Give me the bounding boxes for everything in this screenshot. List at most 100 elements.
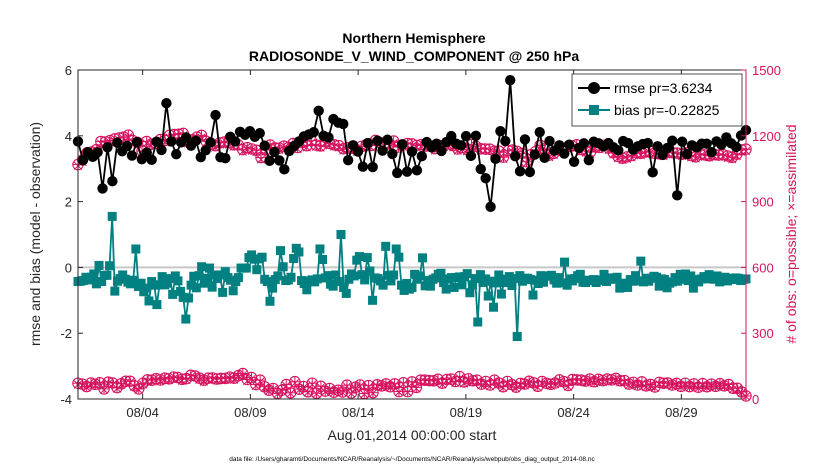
obs-assimilated-point	[303, 388, 313, 397]
obs-assimilated-point	[195, 375, 204, 384]
y-axis-label-right: # of obs: o=possible; ×=assimilated	[783, 124, 799, 343]
bias-point	[202, 273, 212, 283]
bias-point	[512, 331, 522, 341]
rmse-point	[382, 134, 393, 145]
rmse-point	[387, 148, 398, 160]
bias-point	[265, 296, 275, 306]
bias-point	[515, 271, 525, 281]
bias-point	[652, 272, 662, 282]
x-tick-label: 08/29	[665, 405, 698, 420]
y-tick-label-right: 1200	[752, 129, 781, 144]
obs-assimilated-point	[446, 376, 456, 385]
obs-assimilated-point	[182, 375, 191, 385]
bias-point	[420, 281, 430, 291]
bias-point	[504, 272, 514, 282]
obs-assimilated-point	[477, 381, 486, 390]
rmse-point	[647, 167, 658, 178]
obs-assimilated-point	[381, 381, 391, 390]
bias-point	[686, 271, 696, 281]
bias-point	[226, 275, 236, 285]
bias-point	[425, 281, 435, 291]
bias-point	[494, 270, 504, 280]
bias-point	[628, 276, 638, 286]
bias-point	[189, 271, 199, 281]
bias-point	[218, 287, 228, 297]
obs-assimilated-point	[702, 383, 712, 392]
rmse-point	[146, 154, 157, 166]
bias-point	[344, 274, 354, 284]
bias-point	[712, 271, 722, 281]
bias-point	[228, 286, 238, 296]
obs-assimilated-point	[676, 383, 686, 392]
bias-point	[276, 246, 285, 256]
obs-assimilated-point	[459, 379, 469, 388]
obs-assimilated-point	[728, 155, 737, 164]
bias-point	[354, 252, 364, 262]
bias-point	[678, 274, 688, 284]
obs-assimilated-point	[585, 376, 594, 385]
bias-point	[389, 270, 399, 280]
bias-point	[418, 253, 428, 263]
bias-point	[612, 272, 622, 282]
rmse-point	[563, 139, 575, 150]
bias-point	[688, 283, 698, 293]
obs-assimilated-point	[138, 380, 148, 389]
obs-assimilated-point	[685, 383, 694, 392]
bias-point	[378, 280, 388, 290]
bias-point	[596, 275, 606, 285]
obs-assimilated-point	[99, 385, 109, 394]
bias-point	[257, 252, 267, 262]
obs-assimilated-point	[503, 378, 512, 388]
bias-point	[489, 302, 499, 312]
bias-point	[183, 293, 193, 303]
bias-point	[467, 280, 477, 290]
rmse-point	[490, 153, 501, 165]
bias-point	[333, 277, 343, 287]
bias-point	[449, 282, 459, 292]
bias-point	[410, 269, 420, 279]
bias-point	[462, 269, 472, 279]
obs-assimilated-point	[321, 387, 330, 397]
bias-point	[631, 271, 641, 281]
bias-point	[299, 279, 309, 289]
rmse-point	[279, 164, 290, 175]
rmse-point	[259, 140, 270, 151]
rmse-point	[667, 135, 678, 146]
bias-point	[528, 290, 538, 300]
bias-point	[481, 274, 491, 284]
bias-point	[186, 280, 196, 290]
bias-point	[323, 271, 333, 281]
obs-assimilated-point	[668, 382, 677, 391]
rmse-point	[706, 147, 717, 158]
rmse-point	[730, 141, 742, 153]
bias-point	[659, 275, 669, 285]
rmse-point	[161, 98, 172, 109]
obs-assimilated-point	[143, 377, 152, 386]
obs-assimilated-point	[611, 375, 621, 385]
x-axis-label: Aug.01,2014 00:00:00 start	[328, 427, 497, 443]
obs-assimilated-point	[243, 145, 252, 154]
bias-point	[368, 295, 378, 305]
obs-assimilated-point	[142, 139, 151, 148]
obs-assimilated-point	[581, 378, 590, 387]
obs-assimilated-point	[633, 382, 642, 391]
bias-point	[483, 291, 493, 301]
rmse-point	[171, 149, 182, 160]
bias-point	[110, 286, 120, 296]
bias-point	[575, 269, 585, 279]
rmse-point	[529, 149, 540, 160]
rmse-point	[308, 126, 319, 138]
bias-point	[97, 277, 107, 287]
bias-point	[152, 300, 162, 310]
obs-assimilated-point	[412, 384, 421, 393]
bias-point	[336, 230, 346, 239]
bias-point	[294, 247, 304, 257]
obs-assimilated-point	[91, 381, 100, 390]
rmse-point	[126, 150, 138, 161]
rmse-point	[583, 154, 595, 166]
obs-assimilated-point	[629, 379, 638, 389]
obs-assimilated-point	[78, 381, 87, 390]
obs-assimilated-point	[95, 379, 104, 389]
bias-point	[197, 262, 207, 272]
